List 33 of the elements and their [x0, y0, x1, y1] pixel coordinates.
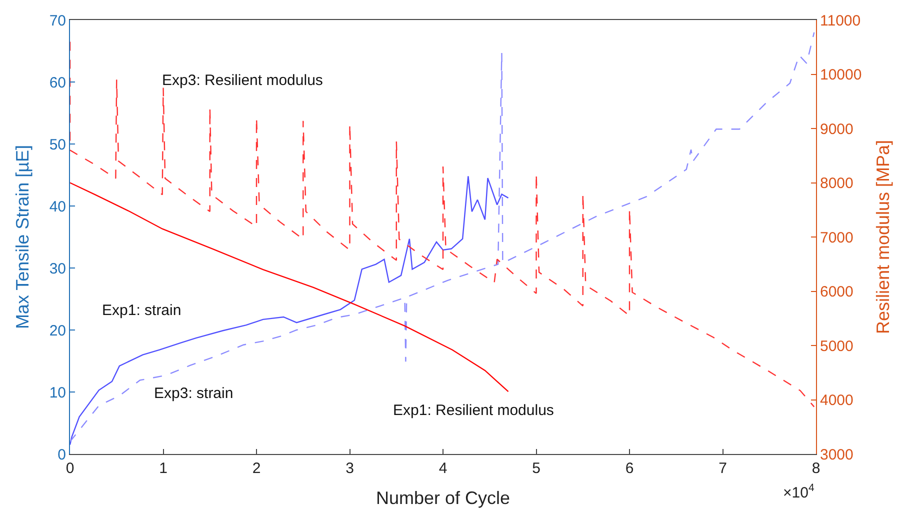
- series-label: Exp3: strain: [154, 385, 234, 402]
- y2-tick-label: 4000: [820, 392, 854, 409]
- x-tick-label: 5: [532, 460, 540, 477]
- x-tick-label: 2: [252, 460, 261, 477]
- y2-tick-label: 5000: [820, 338, 854, 355]
- x-tick-label: 4: [438, 460, 448, 477]
- y2-tick-label: 8000: [820, 175, 854, 192]
- x-tick-label: 1: [159, 460, 168, 477]
- y2-axis-title: Resilient modulus [MPa]: [872, 140, 893, 334]
- text: Exp1: Resilient modulus: [393, 402, 554, 419]
- series-label: Exp1: strain: [102, 302, 182, 319]
- y-tick-label: 20: [49, 322, 66, 340]
- series-label: Exp3: Resilient modulus: [162, 72, 323, 89]
- y2-tick-label: 10000: [820, 66, 862, 84]
- x-tick-label: 7: [718, 460, 727, 477]
- text: ×10$^{4}$: [783, 482, 814, 502]
- y-tick-label: 10: [49, 384, 66, 402]
- y-tick-label: 60: [49, 74, 66, 92]
- y-tick-label: 40: [49, 198, 66, 216]
- y2-tick-label: 7000: [820, 229, 854, 246]
- y2-tick-label: 6000: [820, 284, 854, 300]
- x-tick-label: 6: [625, 460, 634, 477]
- y-tick-label: 50: [49, 136, 66, 154]
- x-axis-title: Number of Cycle: [376, 488, 510, 508]
- x-tick-label: 8: [812, 460, 820, 477]
- x-tick-label: 3: [346, 460, 354, 477]
- y-tick-label: 0: [58, 446, 66, 464]
- y2-tick-label: 9000: [820, 120, 854, 138]
- y-tick-label: 70: [49, 12, 66, 30]
- y-axis-title: Max Tensile Strain [µE]: [12, 144, 33, 330]
- y-tick-label: 30: [49, 260, 66, 278]
- y2-tick-label: 3000: [820, 446, 854, 464]
- y2-tick-label: 11000: [820, 12, 861, 30]
